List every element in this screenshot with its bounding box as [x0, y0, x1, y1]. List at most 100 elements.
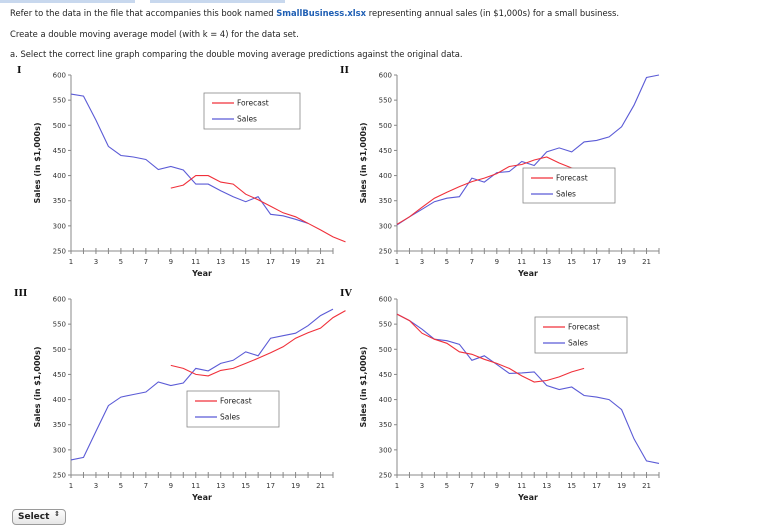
x-tick-label: 7: [470, 482, 474, 490]
y-tick-label: 350: [53, 421, 66, 429]
option-label-iv: IV: [340, 288, 352, 299]
option-label-iii: III: [14, 288, 28, 299]
x-tick-label: 19: [617, 482, 626, 490]
y-axis-label: Sales (in $1,000s): [33, 346, 42, 427]
x-tick-label: 11: [191, 482, 200, 490]
y-tick-label: 400: [379, 172, 392, 180]
answer-select[interactable]: Select ⇕: [12, 509, 66, 525]
x-tick-label: 3: [420, 258, 424, 266]
y-tick-label: 250: [379, 472, 392, 480]
y-tick-label: 400: [379, 396, 392, 404]
legend-entry-label: Forecast: [556, 174, 588, 183]
legend-entry-label: Forecast: [237, 99, 269, 108]
y-tick-label: 300: [53, 446, 66, 454]
x-tick-label: 17: [266, 258, 275, 266]
x-axis-label: Year: [191, 269, 212, 278]
y-tick-label: 500: [379, 346, 392, 354]
sales-series-line: [70, 93, 309, 224]
forecast-series-line: [170, 310, 346, 377]
top-accent-segment: [150, 0, 285, 3]
x-tick-label: 13: [216, 482, 225, 490]
y-tick-label: 250: [53, 248, 66, 256]
x-tick-label: 17: [266, 482, 275, 490]
x-tick-label: 5: [119, 258, 123, 266]
forecast-series-line: [396, 313, 585, 383]
x-tick-label: 13: [542, 482, 551, 490]
x-tick-label: 1: [69, 482, 73, 490]
x-tick-label: 5: [445, 258, 449, 266]
x-tick-label: 11: [517, 258, 526, 266]
question-text: a. Select the correct line graph compari…: [10, 49, 463, 59]
y-tick-label: 550: [53, 321, 66, 329]
sales-series-line: [396, 74, 660, 226]
option-label-i: I: [17, 65, 22, 76]
y-tick-label: 600: [379, 72, 392, 80]
y-tick-label: 600: [53, 72, 66, 80]
x-tick-label: 9: [495, 482, 499, 490]
sales-series-line: [70, 308, 334, 461]
y-tick-label: 550: [53, 97, 66, 105]
y-tick-label: 400: [53, 396, 66, 404]
legend-entry-label: Sales: [568, 339, 588, 348]
x-tick-label: 1: [69, 258, 73, 266]
y-tick-label: 350: [379, 197, 392, 205]
x-axis-label: Year: [191, 493, 212, 502]
x-tick-label: 17: [592, 258, 601, 266]
x-tick-label: 19: [291, 482, 300, 490]
x-tick-label: 15: [567, 258, 576, 266]
top-accent-segment: [0, 0, 135, 3]
x-tick-label: 11: [517, 482, 526, 490]
answer-select-label: Select: [18, 512, 50, 522]
y-tick-label: 300: [379, 222, 392, 230]
y-axis-label: Sales (in $1,000s): [359, 122, 368, 203]
y-tick-label: 550: [379, 97, 392, 105]
x-tick-label: 9: [169, 482, 173, 490]
legend-box: [203, 92, 301, 130]
x-tick-label: 9: [169, 258, 173, 266]
x-axis-label: Year: [517, 269, 538, 278]
y-tick-label: 400: [53, 172, 66, 180]
sales-series-line: [396, 313, 660, 464]
legend-entry-label: Forecast: [568, 323, 600, 332]
legend-entry-label: Sales: [220, 413, 240, 422]
x-tick-label: 21: [642, 258, 651, 266]
y-tick-label: 550: [379, 321, 392, 329]
option-label-ii: II: [340, 65, 349, 76]
x-tick-label: 13: [216, 258, 225, 266]
legend-box: [186, 390, 280, 428]
x-tick-label: 3: [94, 482, 98, 490]
x-tick-label: 3: [420, 482, 424, 490]
legend-entry-label: Forecast: [220, 397, 252, 406]
x-tick-label: 15: [241, 482, 250, 490]
x-tick-label: 3: [94, 258, 98, 266]
intro-text: Refer to the data in the file that accom…: [10, 8, 619, 18]
legend-entry-label: Sales: [237, 115, 257, 124]
x-tick-label: 15: [567, 482, 576, 490]
file-name: SmallBusiness.xlsx: [276, 8, 367, 18]
x-tick-label: 21: [316, 482, 325, 490]
y-tick-label: 500: [53, 122, 66, 130]
select-arrow-icon: ⇕: [54, 510, 60, 518]
y-tick-label: 350: [53, 197, 66, 205]
x-tick-label: 1: [395, 258, 399, 266]
y-tick-label: 300: [379, 446, 392, 454]
x-tick-label: 21: [316, 258, 325, 266]
y-tick-label: 450: [379, 147, 392, 155]
x-tick-label: 19: [617, 258, 626, 266]
x-tick-label: 7: [470, 258, 474, 266]
x-tick-label: 7: [144, 482, 148, 490]
intro-text-after: representing annual sales (in $1,000s) f…: [366, 8, 620, 18]
forecast-series-line: [170, 175, 346, 243]
y-tick-label: 600: [53, 296, 66, 304]
y-axis-label: Sales (in $1,000s): [33, 122, 42, 203]
forecast-series-line: [396, 156, 585, 225]
x-tick-label: 1: [395, 482, 399, 490]
x-axis-label: Year: [517, 493, 538, 502]
y-tick-label: 300: [53, 222, 66, 230]
x-tick-label: 5: [119, 482, 123, 490]
legend-box: [534, 316, 628, 354]
